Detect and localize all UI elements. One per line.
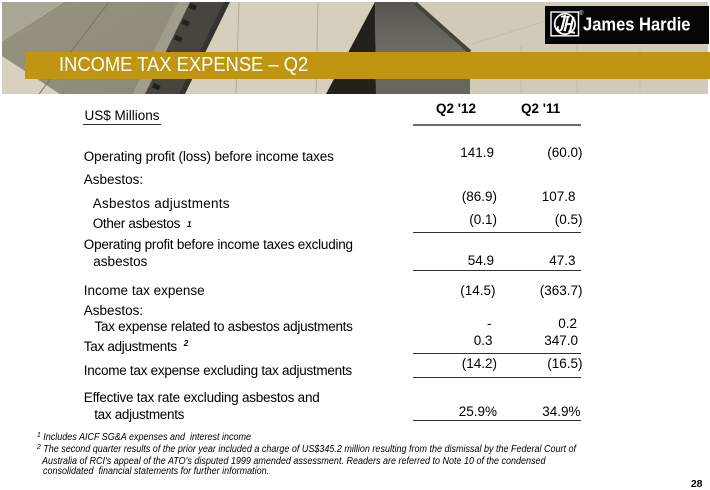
svg-text:James Hardie: James Hardie	[583, 13, 691, 34]
